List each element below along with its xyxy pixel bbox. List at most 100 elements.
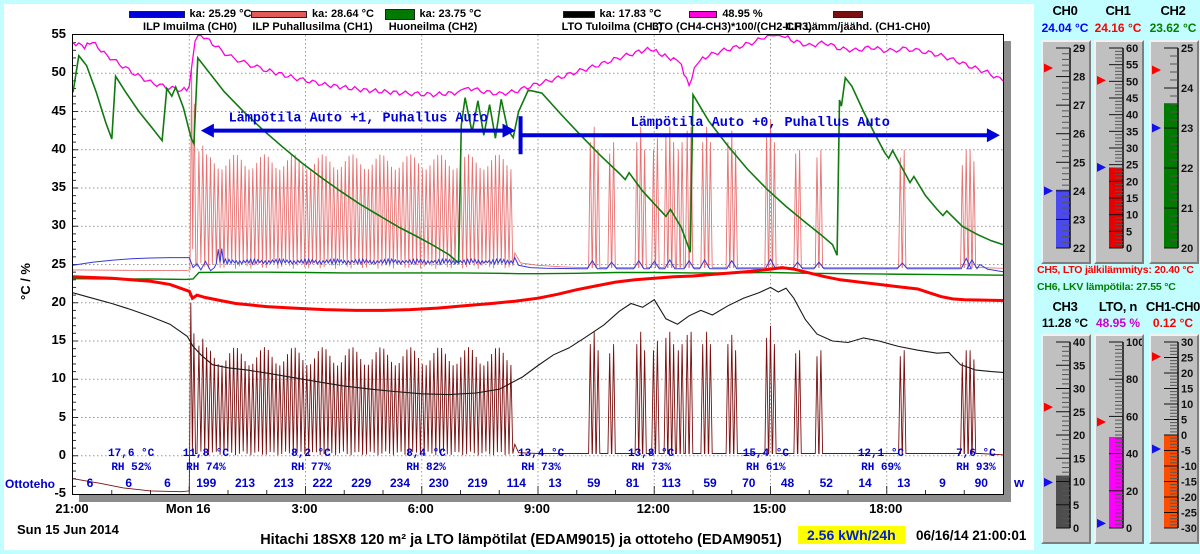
lto-line-swatch-icon: [689, 10, 718, 18]
power-value: 6: [164, 476, 171, 490]
legend-item-ch0: ka: 25.29 °C ILP Imuilma (CH0): [115, 8, 265, 33]
gauge-value-ch1-ch0: 0.12 °C: [1152, 316, 1194, 330]
rh-annotation: RH 61%: [746, 462, 786, 474]
svg-text:20: 20: [1181, 368, 1193, 380]
gauge-side-panel: CH0 CH1 CH2 24.04 °C 24.16 °C 23.62 °C 2…: [1036, 0, 1200, 554]
gauge-label-ch1-ch0: CH1-CH0: [1145, 299, 1200, 314]
power-value: 70: [742, 476, 756, 490]
svg-text:40: 40: [1073, 337, 1085, 349]
legend-item-ch1: ka: 28.64 °C ILP Puhallusilma (CH1): [240, 8, 385, 33]
y-tick-label: 10: [51, 370, 66, 386]
y-tick-label: 15: [51, 332, 66, 347]
x-tick-label: 9:00: [523, 501, 551, 516]
svg-text:60: 60: [1126, 43, 1138, 55]
legend-label: Huoneilma (CH2): [388, 21, 478, 33]
svg-text:10: 10: [1073, 477, 1085, 489]
svg-text:25: 25: [1126, 160, 1138, 172]
rh-annotation: RH 93%: [956, 462, 996, 474]
svg-text:27: 27: [1073, 100, 1085, 112]
svg-text:24: 24: [1073, 186, 1086, 198]
svg-text:20: 20: [1126, 176, 1138, 188]
temp-annotation: 13,4 °C: [517, 448, 565, 460]
svg-text:55: 55: [1126, 60, 1138, 72]
temp-annotation: 15,4 °C: [742, 448, 789, 460]
svg-text:10: 10: [1181, 399, 1193, 411]
svg-text:35: 35: [1073, 360, 1085, 372]
gauge-value-lto: 48.95 %: [1095, 316, 1141, 330]
svg-text:15: 15: [1181, 384, 1193, 396]
gauge-value-ch0: 24.04 °C: [1041, 21, 1089, 35]
y-tick-label: 40: [51, 140, 66, 156]
y-tick-label: 0: [58, 446, 66, 462]
mode-annotation-arrow-1: Lämpötila Auto +0, Puhallus Auto: [518, 116, 1000, 155]
temp-annotation: 12,1 °C: [857, 448, 905, 460]
start-date-label: Sun 15 Jun 2014: [17, 522, 119, 537]
power-value: 59: [587, 476, 601, 490]
red-max-marker-icon: [1097, 75, 1106, 85]
x-tick-label: 21:00: [55, 501, 89, 516]
legend-label: LTO (CH4-CH3)*100/(CH2-CH3): [652, 21, 812, 33]
chart-panel: ka: 25.29 °C ILP Imuilma (CH0) ka: 28.64…: [4, 4, 1034, 550]
gauge-label-ch2: CH2: [1160, 3, 1186, 18]
svg-text:24: 24: [1181, 83, 1194, 95]
x-tick-label: 3:00: [291, 501, 318, 516]
svg-text:25: 25: [1181, 43, 1193, 55]
temp-annotation: 17,6 °C: [108, 448, 155, 460]
svg-text:29: 29: [1073, 43, 1085, 55]
gauge-value-ch3: 11.28 °C: [1041, 316, 1089, 330]
rh-annotation: RH 73%: [521, 462, 561, 474]
gauge-label-ch3: CH3: [1052, 299, 1078, 314]
power-value: 52: [819, 476, 833, 490]
red-max-marker-icon: [1152, 65, 1161, 75]
series-ilp-l-mm-j-hd-ch1-ch0-: [73, 302, 1003, 493]
gauge-ch2: 20 21 22 23 24 25: [1149, 40, 1199, 264]
svg-text:0: 0: [1073, 523, 1079, 535]
red-max-marker-icon: [1152, 352, 1161, 362]
svg-text:45: 45: [1126, 93, 1138, 105]
temp-annotation: 11,8 °C: [182, 448, 230, 460]
gauge-canvas: 0 20 40 60 80 100: [1097, 337, 1144, 535]
power-value: 6: [125, 476, 133, 490]
ch2-box-swatch-icon: [384, 8, 415, 20]
power-value: 199: [196, 476, 217, 490]
ch1-line-swatch-icon: [251, 10, 308, 18]
x-tick-label: Mon 16: [165, 501, 211, 516]
ch3-line-swatch-icon: [562, 10, 595, 18]
mode-annotation-label: Lämpötila Auto +0, Puhallus Auto: [631, 116, 890, 131]
legend-item-ch3: ka: 17.83 °C LTO Tuloilma (CH3): [542, 8, 682, 33]
temp-annotation: 8,2 °C: [291, 448, 331, 460]
svg-text:5: 5: [1126, 226, 1132, 238]
power-value: 234: [389, 476, 411, 490]
y-tick-label: 50: [51, 64, 66, 80]
watt-unit-label: w: [1014, 475, 1025, 490]
svg-text:-20: -20: [1181, 492, 1197, 504]
svg-text:-10: -10: [1181, 461, 1197, 473]
rh-annotation: RH 69%: [861, 462, 901, 474]
svg-text:25: 25: [1181, 353, 1193, 365]
series-huoneilma-ch2-: [73, 271, 1003, 281]
svg-text:26: 26: [1073, 129, 1085, 141]
power-value: 113: [661, 476, 681, 490]
svg-text:30: 30: [1073, 384, 1085, 396]
series-lto-tuloilma-ch3-: [73, 286, 1003, 396]
series-ch5-lto-j-lkil-mmitys: [73, 266, 1003, 312]
y-tick-label: 5: [58, 408, 66, 424]
svg-text:35: 35: [1126, 126, 1138, 138]
x-tick-label: 18:00: [869, 501, 903, 516]
rh-annotation: RH 73%: [631, 462, 671, 474]
legend-value: ka: 17.83 °C: [599, 8, 662, 20]
gridlines: [73, 35, 1003, 494]
svg-text:22: 22: [1073, 243, 1085, 255]
blue-current-marker-icon: [1044, 477, 1053, 487]
svg-text:20: 20: [1126, 486, 1138, 498]
legend-value: ka: 23.75 °C: [419, 8, 482, 20]
svg-text:25: 25: [1073, 407, 1085, 419]
rh-annotation: RH 52%: [111, 462, 151, 474]
series-lto-hy-tysuhde-: [73, 35, 1003, 98]
legend-item-ch2: ka: 23.75 °C Huoneilma (CH2): [368, 8, 498, 33]
y-tick-label: 20: [51, 293, 66, 309]
legend-value: ka: 28.64 °C: [312, 8, 374, 20]
legend-item-ch1-ch0: ILP Lämm/jäähd. (CH1-CH0): [785, 8, 930, 33]
power-row-label: Ottoteho: [5, 477, 55, 491]
